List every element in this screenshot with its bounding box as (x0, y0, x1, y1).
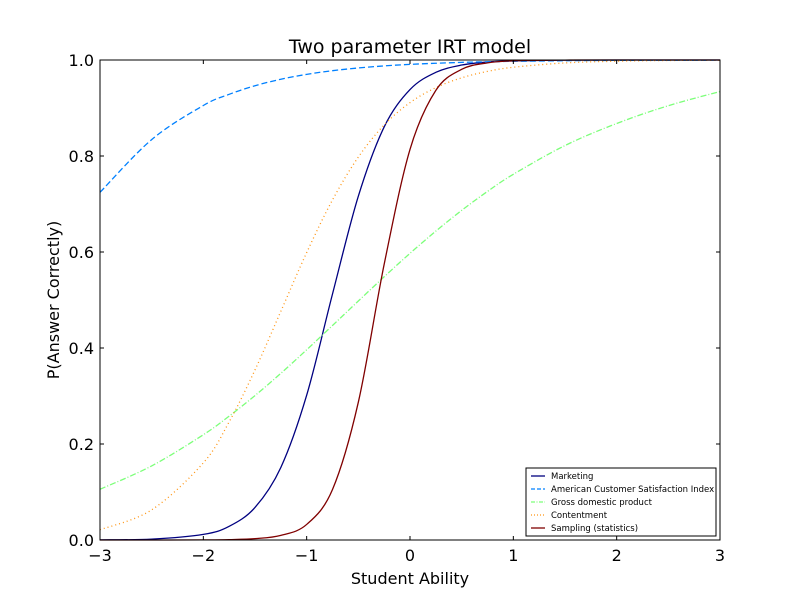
y-tick-label: 0.0 (69, 531, 94, 550)
x-tick-label: 3 (715, 546, 725, 565)
y-tick-label: 1.0 (69, 51, 94, 70)
y-tick-label: 0.2 (69, 435, 94, 454)
x-tick-label: 2 (612, 546, 622, 565)
y-tick-label: 0.8 (69, 147, 94, 166)
legend-box (525, 467, 717, 537)
x-axis-label: Student Ability (351, 569, 469, 588)
legend: Marketing American Customer Satisfaction … (525, 467, 717, 537)
x-tick-label: −3 (88, 546, 112, 565)
series-line-2 (99, 59, 721, 193)
y-tick-label: 0.6 (69, 243, 94, 262)
x-tick-label: 0 (405, 546, 415, 565)
y-tick-label: 0.4 (69, 339, 94, 358)
legend-label: Gross domestic product (551, 498, 653, 508)
y-axis-label: P(Answer Correctly) (44, 221, 63, 379)
legend-label: Marketing (551, 472, 593, 482)
x-tick-label: −1 (295, 546, 319, 565)
legend-label: American Customer Satisfaction Index (551, 485, 714, 495)
chart-title: Two parameter IRT model (288, 36, 531, 58)
axis-ticks: −3 −2 −1 0 1 2 3 0.0 0.2 0.4 0.6 0.8 1.0 (69, 51, 726, 565)
legend-label: Contentment (551, 511, 608, 521)
x-tick-label: 1 (508, 546, 518, 565)
legend-label: Sampling (statistics) (551, 524, 638, 534)
x-tick-label: −2 (192, 546, 216, 565)
series-line-3 (99, 90, 721, 490)
